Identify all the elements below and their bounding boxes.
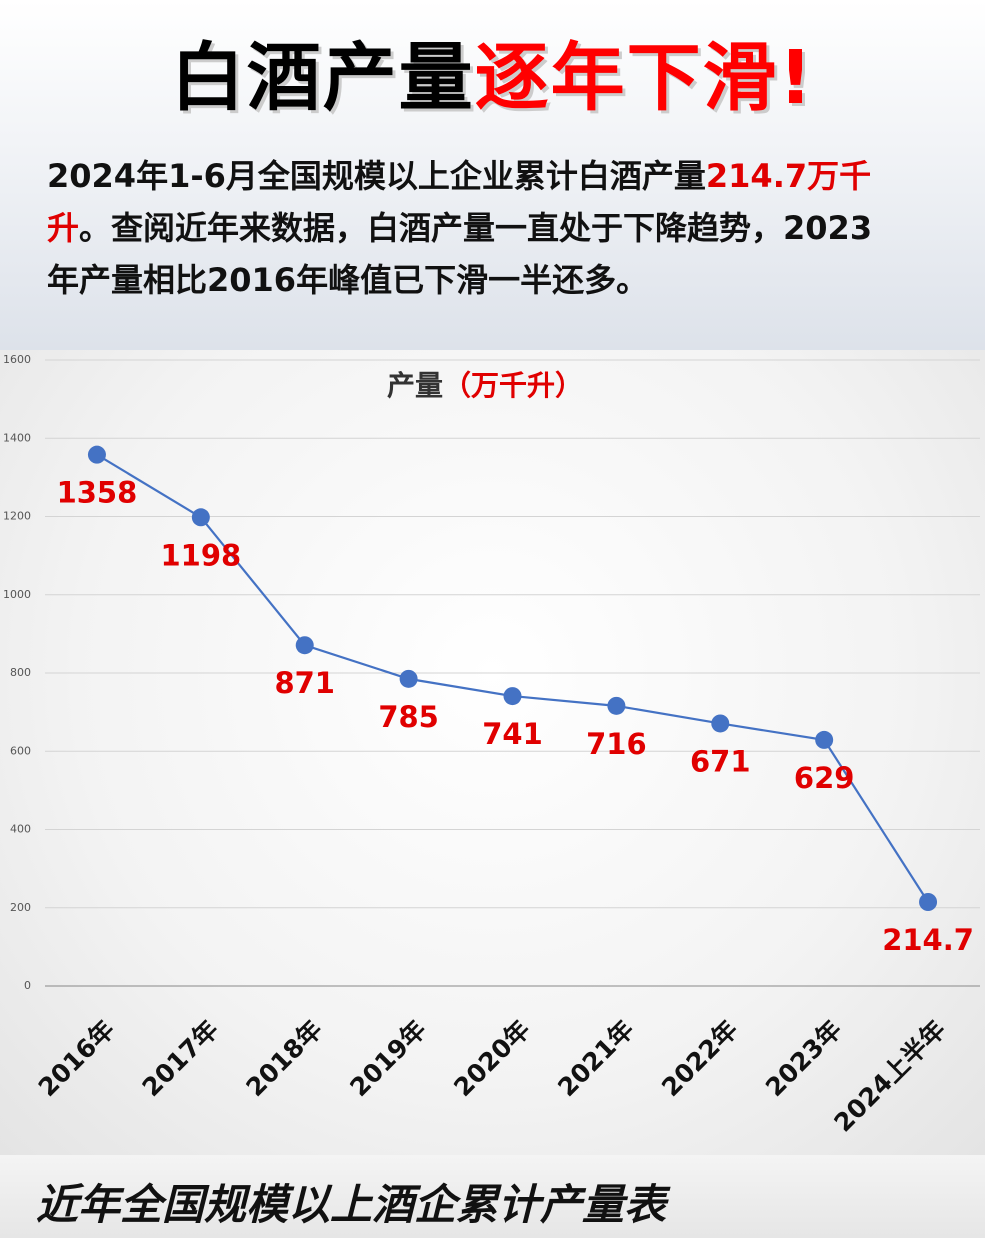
- y-tick-label: 1200: [3, 510, 31, 523]
- data-point: [815, 730, 834, 749]
- headline-part: 白酒产量: [170, 35, 475, 121]
- chart: 产量（万千升） 0 200 400 600 800 1000 1200 1400 1600 201…: [3, 353, 980, 1138]
- chart-title-unit: （万千升）: [443, 369, 583, 402]
- x-tick-label: 2022年: [656, 1015, 743, 1102]
- data-label: 214.7: [882, 923, 974, 957]
- y-tick-label: 0: [24, 979, 31, 992]
- intro-text: 。查阅近年来数据，白酒产量一直处于下降趋势，2023年产量相比2016年峰值已下…: [47, 209, 873, 299]
- y-tick-label: 1000: [3, 588, 31, 601]
- data-point: [503, 687, 522, 706]
- x-tick-label: 2018年: [241, 1015, 328, 1102]
- x-tick-label: 2019年: [344, 1015, 431, 1102]
- y-tick-label: 200: [10, 901, 31, 914]
- x-tick-label: 2023年: [760, 1015, 847, 1102]
- x-tick-label: 2021年: [552, 1015, 639, 1102]
- data-point: [919, 892, 938, 911]
- footer: 近年全国规模以上酒企累计产量表: [0, 1155, 985, 1238]
- y-tick-label: 600: [10, 744, 31, 757]
- data-point: [295, 636, 314, 655]
- chart-title: 产量（万千升）: [387, 369, 583, 402]
- headline: 白酒产量逐年下滑!: [0, 18, 985, 125]
- data-label: 785: [378, 700, 439, 734]
- chart-area: 产量（万千升） 0 200 400 600 800 1000 1200 1400 1600 201…: [0, 350, 985, 1155]
- y-tick-label: 1400: [3, 431, 31, 444]
- header: 白酒产量逐年下滑! 2024年1-6月全国规模以上企业累计白酒产量214.7万千…: [0, 0, 985, 350]
- y-tick-label: 800: [10, 666, 31, 679]
- data-label: 1198: [160, 538, 241, 572]
- data-label: 871: [274, 666, 335, 700]
- data-label: 741: [482, 717, 543, 751]
- x-tick-label: 2024上半年: [828, 1015, 951, 1138]
- x-tick-label: 2020年: [448, 1015, 535, 1102]
- data-label: 671: [690, 744, 751, 778]
- data-point: [399, 669, 418, 688]
- line: [96, 453, 929, 903]
- data-label: 1358: [57, 476, 138, 510]
- x-tick-label: 2016年: [33, 1015, 120, 1102]
- chart-title-main: 产量: [387, 369, 443, 402]
- intro-paragraph: 2024年1-6月全国规模以上企业累计白酒产量214.7万千升。查阅近年来数据，…: [47, 150, 897, 306]
- data-label: 716: [586, 727, 647, 761]
- data-point: [87, 445, 106, 464]
- headline-part: 逐年下滑!: [474, 35, 815, 121]
- data-label: 629: [794, 761, 855, 795]
- intro-text: 2024年1-6月全国规模以上企业累计白酒产量: [47, 157, 706, 195]
- caption: 近年全国规模以上酒企累计产量表: [36, 1180, 667, 1229]
- data-point: [191, 508, 210, 527]
- x-tick-label: 2017年: [137, 1015, 224, 1102]
- y-tick-label: 1600: [3, 353, 31, 366]
- data-point: [607, 696, 626, 715]
- data-point: [711, 714, 730, 733]
- intro-text: 214.7万千升: [47, 157, 872, 247]
- y-tick-label: 400: [10, 823, 31, 836]
